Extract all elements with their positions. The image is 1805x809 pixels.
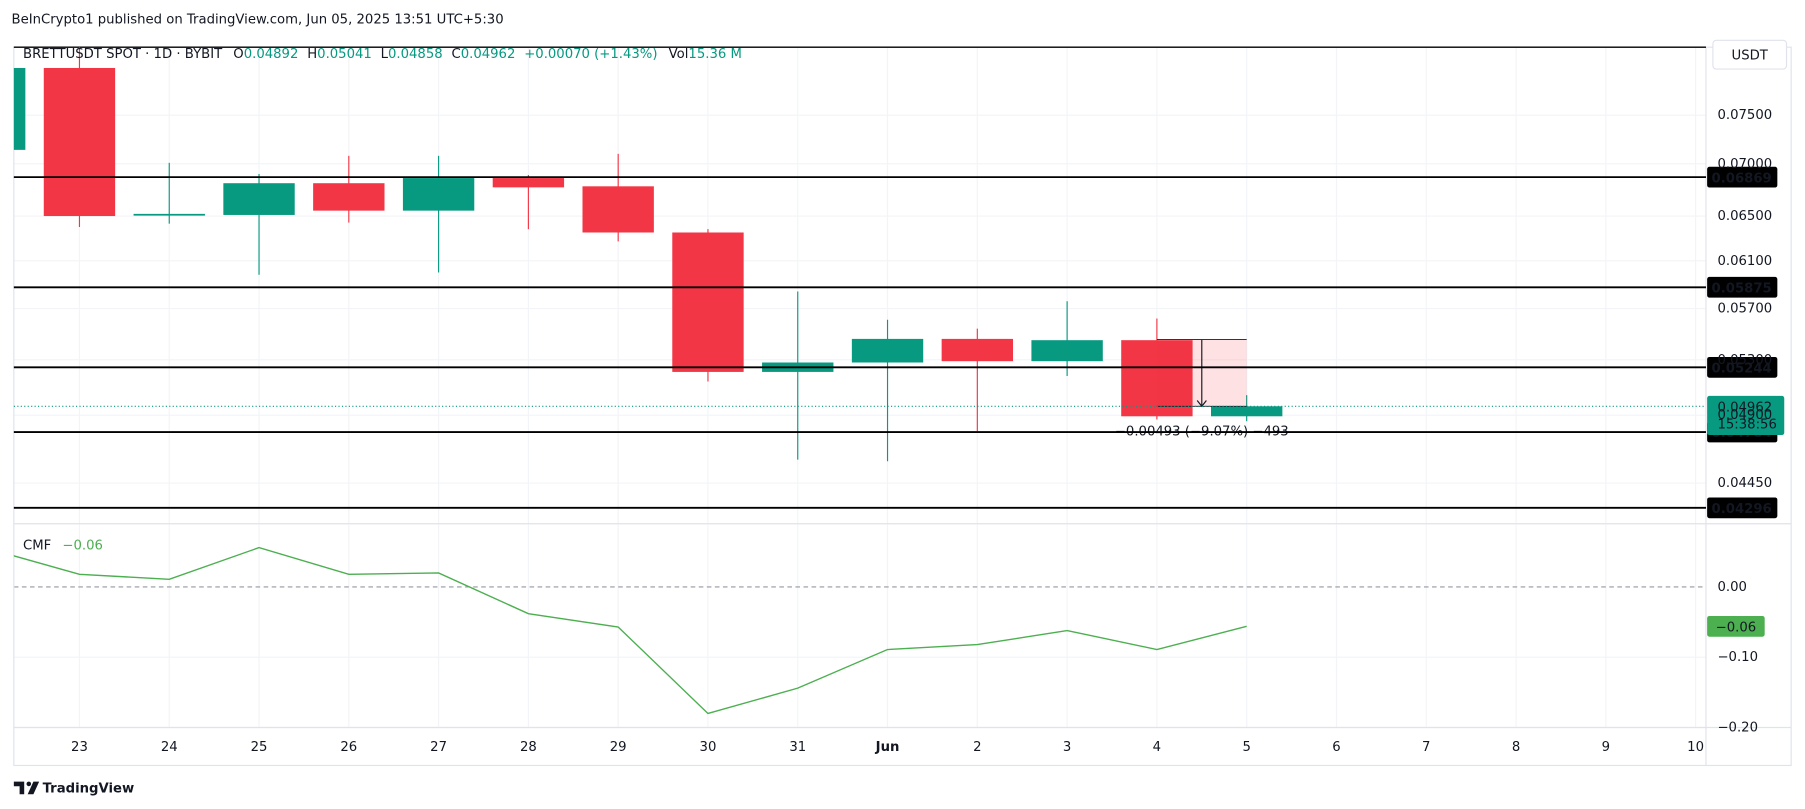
- ohlc-value: 0.05041: [317, 47, 372, 62]
- indicator-value: −0.06: [62, 539, 103, 554]
- y-tick-label: 0.07500: [1717, 108, 1772, 123]
- candle-body: [492, 178, 565, 188]
- x-tick-label: 28: [520, 740, 537, 755]
- candle-body: [1031, 340, 1103, 362]
- cmf-value-tag: [1707, 615, 1765, 637]
- level-label: 0.05875: [1712, 281, 1772, 296]
- symbol-legend: BRETTUSDT SPOT · 1D · BYBIT O0.04892 H0.…: [23, 47, 742, 62]
- level-tag: [1707, 497, 1778, 519]
- y-tick-label: −0.20: [1717, 721, 1758, 736]
- currency-box[interactable]: [1712, 39, 1788, 70]
- y-tick-label: 0.05300: [1717, 353, 1772, 368]
- x-tick-label: 26: [340, 740, 357, 755]
- volume-label: Vol: [669, 47, 689, 62]
- candle-body: [313, 183, 385, 211]
- overlays: −0.00493 (−9.07%) −4930.068690.058750.05…: [13, 166, 1785, 637]
- cmf-line: [13, 546, 1247, 715]
- level-label: 0.06869: [1712, 171, 1772, 186]
- y-tick-label: −0.10: [1717, 650, 1758, 665]
- candle-body: [851, 338, 924, 363]
- level-tag: [1707, 166, 1778, 188]
- cmf-pane: [13, 546, 1247, 715]
- ohlc-letter: L: [381, 47, 389, 62]
- ohlc-value: 0.04962: [461, 47, 516, 62]
- change: +0.00070 (+1.43%): [524, 47, 657, 62]
- candle-body: [13, 67, 26, 150]
- x-tick-label: 6: [1332, 740, 1340, 755]
- candle-body: [1210, 406, 1283, 417]
- cmf-value-label: −0.06: [1716, 620, 1757, 635]
- y-tick-label: 0.05700: [1717, 302, 1772, 317]
- candle-body: [941, 338, 1014, 362]
- x-tick-label: 27: [430, 740, 447, 755]
- tradingview-logo: TradingView: [13, 781, 135, 797]
- y-tick-label: 0.06100: [1717, 254, 1772, 269]
- x-tick-label: 5: [1242, 740, 1250, 755]
- logo-icon: [13, 781, 40, 795]
- x-tick-label: 10: [1687, 740, 1704, 755]
- level-label: 0.05244: [1712, 361, 1772, 376]
- last-price-label: 0.04962: [1717, 400, 1772, 415]
- x-tick-label: 2: [973, 740, 981, 755]
- y-tick-label: 0.04900: [1717, 408, 1772, 423]
- indicator-name: CMF: [23, 539, 51, 554]
- candles: [13, 47, 1283, 462]
- countdown: 15:38:56: [1717, 418, 1776, 433]
- y-tick-label: 0.00: [1717, 580, 1746, 595]
- y-tick-label: 0.04450: [1717, 476, 1772, 491]
- symbol: BRETTUSDT SPOT · 1D · BYBIT: [23, 47, 223, 62]
- ohlc-letter: C: [451, 47, 460, 62]
- volume: 15.36 M: [688, 47, 741, 62]
- x-tick-label: 24: [161, 740, 178, 755]
- indicator-legend: CMF −0.06: [23, 539, 103, 554]
- x-tick-label: 9: [1602, 740, 1610, 755]
- ohlc-value: 0.04858: [388, 47, 443, 62]
- ohlc-value: 0.04892: [244, 47, 299, 62]
- x-tick-label: 29: [610, 740, 627, 755]
- footer: TradingView: [43, 782, 135, 797]
- candle-body: [402, 178, 475, 211]
- x-tick-label: 30: [700, 740, 717, 755]
- candle-body: [223, 183, 295, 215]
- candle-body: [133, 213, 205, 216]
- currency[interactable]: USDT: [1732, 48, 1769, 63]
- x-tick-label: 23: [71, 740, 88, 755]
- ohlc-letter: O: [233, 47, 243, 62]
- candle-body: [672, 232, 744, 372]
- level-label: 0.04296: [1712, 502, 1772, 517]
- x-tick-label: 31: [789, 740, 806, 755]
- publish-header: BeInCrypto1 published on TradingView.com…: [12, 13, 504, 28]
- y-tick-label: 0.07000: [1717, 157, 1772, 172]
- candle-body: [43, 67, 116, 217]
- x-tick-label: Jun: [875, 740, 900, 755]
- x-tick-label: 4: [1153, 740, 1161, 755]
- level-tag: [1707, 356, 1778, 378]
- x-tick-label: 8: [1512, 740, 1520, 755]
- logo-dot: [26, 781, 32, 787]
- x-tick-label: 7: [1422, 740, 1430, 755]
- y-tick-label: 0.06500: [1717, 209, 1772, 224]
- x-tick-label: 3: [1063, 740, 1071, 755]
- x-tick-label: 25: [251, 740, 268, 755]
- candle-body: [1121, 340, 1193, 417]
- last-price-tag: [1707, 395, 1785, 436]
- candle-body: [582, 186, 654, 233]
- level-tag: [1707, 276, 1778, 298]
- ohlc-letter: H: [307, 47, 317, 62]
